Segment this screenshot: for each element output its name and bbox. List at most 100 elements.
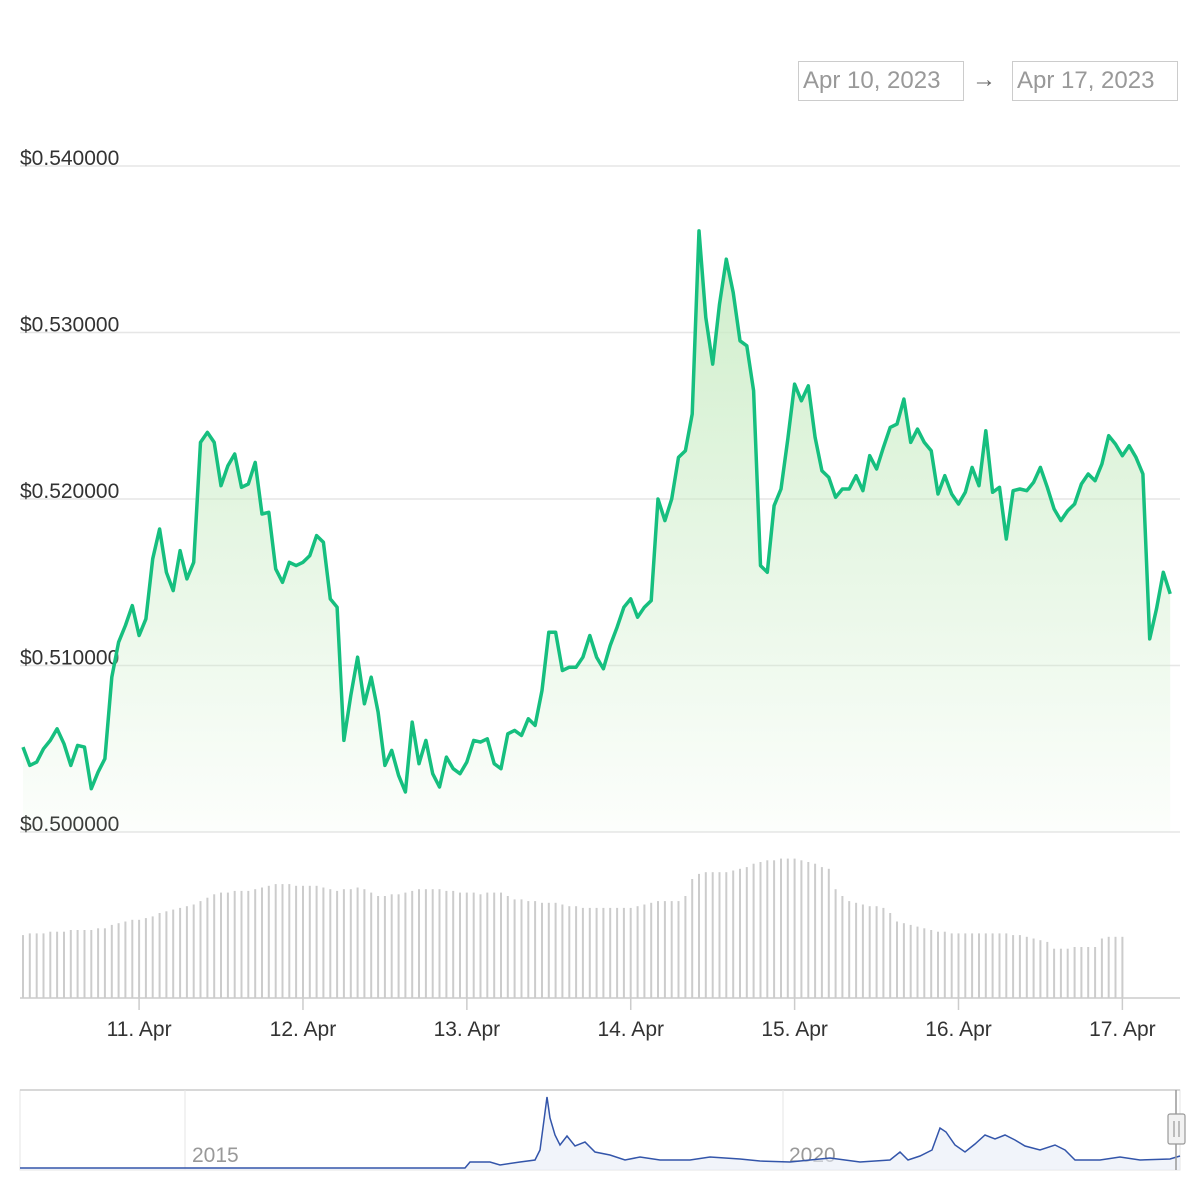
y-tick-label: $0.540000 bbox=[20, 147, 119, 170]
volume-bar bbox=[1039, 940, 1042, 998]
volume-bar bbox=[636, 906, 639, 998]
x-tick-label: 15. Apr bbox=[761, 1018, 828, 1041]
volume-bar bbox=[684, 896, 687, 998]
y-axis-labels: $0.540000$0.530000$0.520000$0.510000$0.5… bbox=[20, 147, 119, 836]
volume-bars bbox=[22, 858, 1124, 998]
volume-bar bbox=[520, 899, 523, 998]
volume-bar bbox=[718, 872, 721, 998]
x-tick-label: 12. Apr bbox=[270, 1018, 337, 1041]
volume-bar bbox=[943, 931, 946, 998]
volume-bar bbox=[418, 889, 420, 998]
volume-bar bbox=[937, 931, 939, 998]
volume-bar bbox=[534, 901, 537, 998]
volume-bar bbox=[69, 930, 72, 998]
volume-bar bbox=[855, 902, 858, 998]
volume-bar bbox=[1005, 933, 1008, 998]
volume-bar bbox=[76, 930, 79, 998]
volume-bar bbox=[103, 928, 106, 998]
volume-bar bbox=[773, 860, 776, 998]
volume-bar bbox=[725, 872, 728, 998]
volume-bar bbox=[493, 892, 496, 998]
volume-bar bbox=[158, 913, 161, 998]
drag-handle-icon[interactable] bbox=[1167, 1113, 1186, 1145]
volume-bar bbox=[383, 896, 386, 998]
volume-bar bbox=[336, 890, 339, 998]
volume-bar bbox=[1066, 948, 1069, 998]
volume-bar bbox=[1053, 948, 1056, 998]
volume-bar bbox=[698, 873, 700, 998]
volume-bar bbox=[677, 901, 680, 998]
volume-bar bbox=[643, 904, 646, 998]
volume-bar bbox=[472, 892, 475, 998]
volume-bar bbox=[650, 902, 653, 998]
volume-bar bbox=[226, 892, 229, 998]
volume-bar bbox=[131, 919, 134, 998]
volume-bar bbox=[616, 907, 619, 998]
volume-bar bbox=[732, 870, 735, 998]
date-from-input[interactable]: Apr 10, 2023 bbox=[798, 61, 964, 101]
volume-bar bbox=[780, 858, 782, 998]
volume-bar bbox=[356, 887, 359, 998]
volume-bar bbox=[192, 904, 195, 998]
volume-bar bbox=[575, 906, 578, 998]
volume-bar bbox=[267, 885, 270, 998]
volume-bar bbox=[1073, 947, 1076, 998]
volume-bar bbox=[889, 913, 892, 998]
volume-bar bbox=[1087, 947, 1090, 998]
volume-bar bbox=[554, 902, 557, 998]
volume-bar bbox=[377, 896, 380, 998]
volume-bar bbox=[56, 931, 59, 998]
y-tick-label: $0.510000 bbox=[20, 647, 119, 670]
volume-bar bbox=[868, 906, 871, 998]
volume-bar bbox=[185, 906, 188, 998]
volume-bar bbox=[240, 890, 243, 998]
volume-bar bbox=[1012, 935, 1015, 998]
volume-bar bbox=[438, 889, 441, 998]
volume-bar bbox=[1046, 941, 1049, 998]
volume-bar bbox=[424, 889, 427, 998]
navigator: 2015 2020 bbox=[19, 1089, 1186, 1171]
volume-bar bbox=[97, 928, 100, 998]
volume-bar bbox=[882, 907, 885, 998]
volume-bar bbox=[793, 858, 796, 998]
volume-bar bbox=[206, 897, 209, 998]
volume-bar bbox=[452, 890, 455, 998]
navigator-area bbox=[20, 1097, 1180, 1170]
date-to-input[interactable]: Apr 17, 2023 bbox=[1012, 61, 1178, 101]
volume-bar bbox=[588, 907, 591, 998]
volume-bar bbox=[83, 930, 86, 998]
volume-bar bbox=[595, 907, 598, 998]
volume-bar bbox=[342, 889, 345, 998]
volume-bar bbox=[459, 892, 461, 998]
volume-bar bbox=[390, 894, 393, 998]
volume-bar bbox=[179, 907, 182, 998]
volume-bar bbox=[1107, 936, 1110, 998]
volume-bar bbox=[465, 892, 468, 998]
volume-bar bbox=[568, 906, 571, 998]
volume-bar bbox=[909, 924, 912, 998]
volume-bar bbox=[663, 901, 666, 998]
volume-bar bbox=[670, 901, 673, 998]
volume-bar bbox=[274, 884, 277, 998]
x-tick-label: 11. Apr bbox=[107, 1018, 172, 1041]
volume-bar bbox=[22, 935, 24, 998]
volume-bar bbox=[199, 901, 202, 998]
volume-bar bbox=[602, 907, 605, 998]
volume-bar bbox=[397, 894, 400, 998]
y-tick-label: $0.520000 bbox=[20, 480, 119, 503]
volume-bar bbox=[1114, 936, 1117, 998]
volume-bar bbox=[978, 933, 980, 998]
x-tick-label: 14. Apr bbox=[597, 1018, 664, 1041]
volume-bar bbox=[329, 889, 332, 998]
date-range-arrow: → bbox=[972, 66, 996, 93]
volume-bar bbox=[431, 889, 434, 998]
volume-bar bbox=[581, 907, 584, 998]
volume-bar bbox=[547, 902, 550, 998]
y-tick-label: $0.530000 bbox=[20, 314, 119, 337]
volume-bar bbox=[930, 930, 933, 998]
navigator-line bbox=[20, 1096, 1181, 1169]
volume-bar bbox=[984, 933, 987, 998]
x-tick-label: 16. Apr bbox=[925, 1018, 992, 1041]
x-axis-labels: 11. Apr 12. Apr 13. Apr 14. Apr 15. Apr 16. A… bbox=[107, 998, 1156, 1041]
volume-bar bbox=[848, 901, 851, 998]
